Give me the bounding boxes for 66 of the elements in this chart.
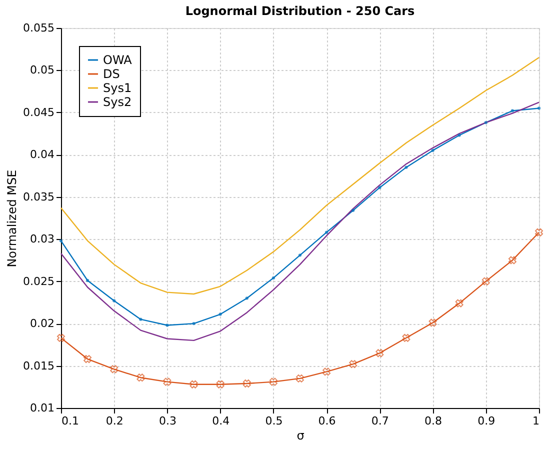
point: [324, 230, 328, 234]
x-tick-label: 0.6: [318, 414, 336, 428]
point: [84, 355, 92, 364]
point: [242, 380, 251, 388]
y-tick-label: 0.02: [30, 317, 54, 330]
point: [163, 378, 172, 386]
point: [508, 256, 516, 264]
point: [139, 318, 142, 321]
y-tick-label: 0.01: [30, 402, 54, 414]
point: [402, 334, 410, 342]
point: [136, 374, 145, 382]
x-axis-title: σ: [296, 428, 305, 442]
point: [166, 324, 169, 327]
x-tick-label: 0.1: [62, 414, 79, 428]
y-tick-label: 0.03: [30, 232, 54, 246]
point: [537, 106, 541, 110]
point: [455, 299, 464, 308]
point: [484, 121, 488, 124]
x-tick-label: 0.3: [158, 414, 176, 428]
point: [272, 276, 276, 280]
point: [378, 186, 382, 190]
line-series: [60, 56, 540, 295]
x-tick-label: 0.8: [424, 414, 442, 428]
y-tick-label: 0.035: [23, 190, 54, 204]
point: [482, 277, 490, 286]
point: [535, 228, 543, 236]
chart-title: Lognormal Distribution - 250 Cars: [185, 4, 415, 18]
point: [510, 109, 514, 112]
legend-label: Sys1: [103, 81, 132, 95]
x-tick-label: 0.5: [265, 414, 283, 428]
point: [404, 166, 408, 169]
point: [86, 278, 90, 282]
point: [216, 380, 224, 388]
point: [352, 208, 355, 212]
point: [57, 334, 65, 342]
legend-label: DS: [103, 67, 120, 81]
y-tick-label: 0.055: [23, 22, 54, 34]
y-tick-label: 0.015: [23, 359, 54, 372]
point: [298, 254, 302, 257]
point: [458, 134, 461, 137]
point: [59, 239, 63, 242]
point: [192, 322, 196, 326]
point: [296, 374, 304, 382]
legend-label: OWA: [103, 53, 133, 67]
x-tick-label: 0.4: [212, 414, 230, 428]
legend-label: Sys2: [103, 95, 132, 109]
point: [376, 349, 384, 358]
point: [431, 148, 434, 152]
y-tick-label: 0.04: [30, 148, 54, 162]
y-tick-label: 0.05: [30, 64, 54, 77]
x-tick-label: 0.9: [478, 414, 496, 428]
point: [110, 365, 118, 374]
point: [112, 299, 116, 302]
point: [428, 318, 437, 327]
x-tick-label: 0.2: [106, 414, 124, 428]
point: [190, 380, 198, 388]
x-tick-label: 0.7: [371, 414, 389, 428]
point: [245, 296, 248, 300]
x-tick-label: 1: [532, 414, 540, 428]
point: [269, 378, 278, 386]
point: [218, 312, 222, 316]
y-tick-label: 0.025: [23, 274, 54, 288]
point: [322, 368, 331, 376]
y-axis-title: Normalized MSE: [5, 170, 20, 268]
point: [349, 360, 358, 368]
y-tick-label: 0.045: [23, 106, 54, 119]
